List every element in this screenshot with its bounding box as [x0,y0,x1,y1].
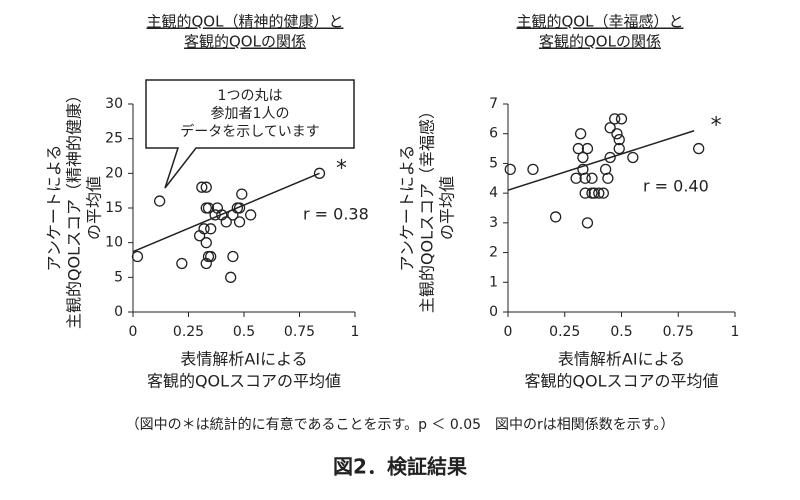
x-axis-label: 表情解析AIによる [558,350,685,369]
data-point [504,163,516,176]
data-point [527,163,539,176]
chart-title: 客観的QOLの関係 [539,33,661,51]
chart-title: 客観的QOLの関係 [184,33,306,51]
data-point [586,172,598,184]
chart-title: 主観的QOL（幸福感）と [517,13,684,31]
correlation-label: r = 0.38 [303,205,369,224]
y-tick-label: 5 [489,155,498,171]
data-point [579,172,591,184]
data-point [604,122,616,134]
y-tick-label: 3 [489,215,498,231]
significance-mark: * [711,114,722,139]
y-tick-label: 5 [114,269,123,285]
data-point [205,250,217,263]
data-point [245,209,257,221]
data-point [611,128,623,140]
data-point [200,202,212,214]
x-tick-label: 1 [351,324,360,340]
x-tick-label: 0.5 [610,324,632,340]
data-point [153,195,166,207]
y-axis-label: の平均値 [438,176,457,240]
callout-text: 参加者1人の [211,105,290,122]
data-point [205,223,217,235]
y-tick-label: 7 [489,96,498,112]
data-point [200,237,212,249]
data-point [209,209,221,221]
x-tick-label: 1 [731,324,740,340]
significance-mark: * [336,156,347,181]
data-point [196,181,208,193]
data-point [579,187,591,199]
chart-title: 主観的QOL（精神的健康）と [147,13,344,31]
y-tick-label: 6 [489,126,498,142]
x-tick-label: 0.75 [663,324,694,340]
data-point [604,151,616,164]
correlation-label: r = 0.40 [643,177,709,196]
y-tick-label: 15 [105,200,123,216]
y-tick-label: 0 [489,304,498,320]
x-tick-label: 0 [129,324,138,340]
y-tick-label: 0 [114,304,123,320]
footnote: （図中の＊は統計的に有意であることを示す。p ＜ 0.05 図中のrは相関係数を… [126,416,675,433]
y-tick-label: 1 [489,274,498,290]
data-point [233,216,246,228]
y-tick-label: 30 [105,96,123,112]
data-point [593,187,605,199]
x-axis-label: 客観的QOLスコアの平均値 [524,372,718,391]
data-point [693,142,705,155]
data-point [588,187,600,199]
x-tick-label: 0.5 [233,324,255,340]
data-point [131,250,144,263]
data-point [577,151,589,164]
callout-text: データを示しています [180,123,320,140]
data-point [615,113,628,125]
y-axis-label: の平均値 [85,176,104,240]
x-axis-label: 客観的QOLスコアの平均値 [147,372,341,391]
trend-line [507,130,695,191]
data-point [574,128,587,140]
data-point [609,113,621,125]
data-point [198,223,210,235]
data-point [176,257,188,270]
data-point [572,142,585,155]
data-point [227,250,239,263]
data-point [550,211,562,223]
y-axis-label: アンケートによる [398,145,417,272]
y-tick-label: 25 [105,131,123,147]
y-axis-label: 主観的QOLスコア（幸福感） [418,103,437,313]
data-point [613,134,625,146]
data-point [233,202,246,214]
y-axis-label: 主観的QOLスコア（精神的健康） [65,87,84,329]
data-point [202,250,215,263]
data-point [602,172,614,184]
x-tick-label: 0.75 [284,324,315,340]
data-point [313,167,326,179]
x-tick-label: 0 [504,324,513,340]
data-point [627,151,639,164]
data-point [225,271,237,283]
x-tick-label: 0.25 [549,324,580,340]
data-point [200,181,212,193]
data-point [236,188,248,200]
x-axis-label: 表情解析AIによる [180,350,307,369]
data-point [220,216,232,228]
callout-text: 1つの丸は [218,88,283,104]
data-point [581,142,594,155]
data-point [613,142,625,155]
y-tick-label: 2 [489,245,498,261]
data-point [581,217,594,229]
data-point [597,187,609,199]
x-tick-label: 0.25 [173,324,204,340]
data-point [570,172,582,184]
y-tick-label: 10 [105,235,123,251]
callout-box [145,79,355,189]
y-tick-label: 20 [105,165,123,181]
y-axis-label: アンケートによる [45,145,64,272]
caption: 図2．検証結果 [333,455,467,479]
data-point [202,202,215,214]
y-tick-label: 4 [489,185,498,201]
